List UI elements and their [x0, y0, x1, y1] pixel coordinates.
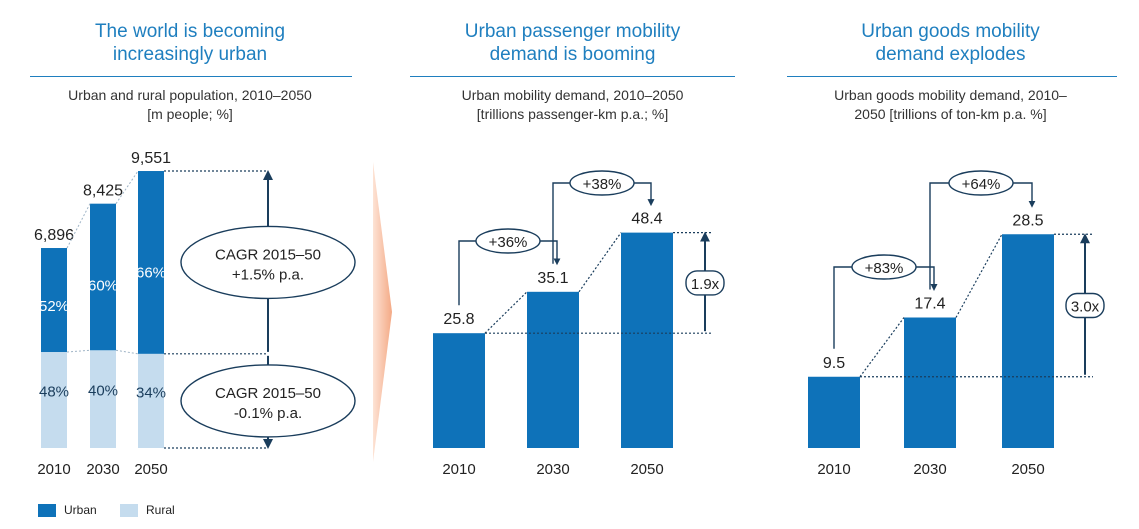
goods-growth-label-1: +64% [962, 176, 1001, 193]
x-tick-2030: 2030 [86, 461, 119, 478]
urban-share-label-2010: 52% [39, 298, 69, 315]
cagr-urban-bubble [180, 225, 356, 300]
panel1-subtitle-line1: Urban and rural population, 2010–2050 [68, 87, 312, 103]
panel2-title-line1: Urban passenger mobility [464, 21, 681, 42]
cagr-urban-label-line1: CAGR 2015–50 [215, 246, 321, 263]
transition-arrow [373, 162, 392, 462]
total-label-2010: 6,896 [34, 227, 74, 244]
urban-share-label-2050: 66% [136, 265, 166, 282]
passenger-multiple-bubble [685, 270, 725, 296]
bar-urban-2010 [41, 248, 67, 353]
bar-rural-2010 [41, 352, 67, 448]
cagr-rural-bubble [180, 364, 356, 438]
cagr-rural-label-line2: -0.1% p.a. [234, 405, 302, 422]
panel2-title: Urban passenger mobility demand is boomi… [400, 20, 745, 66]
passenger-growth-bubble-0 [475, 228, 541, 254]
passenger-growth-label-0: +36% [489, 234, 528, 251]
panel3-title-line2: demand explodes [875, 44, 1026, 65]
panel2-subtitle-line1: Urban mobility demand, 2010–2050 [461, 87, 684, 103]
legend-rural-swatch [120, 503, 138, 517]
panel1-divider [30, 76, 352, 77]
passenger-value-label-2030: 35.1 [537, 270, 568, 287]
panel1-title: The world is becoming increasingly urban [20, 20, 360, 66]
legend-urban: Urban [38, 503, 97, 517]
panel3-title: Urban goods mobility demand explodes [778, 20, 1123, 66]
rural-share-label-2030: 40% [88, 382, 118, 399]
passenger-value-label-2010: 25.8 [443, 311, 474, 328]
passenger-bar-2030 [527, 291, 579, 448]
passenger-x-tick-2030: 2030 [536, 461, 569, 478]
goods-multiple-label: 3.0x [1071, 299, 1100, 316]
passenger-growth-label-1: +38% [583, 176, 622, 193]
urban-share-label-2030: 60% [88, 277, 118, 294]
bar-urban-2030 [90, 203, 116, 351]
goods-value-label-2010: 9.5 [823, 355, 845, 372]
x-tick-2010: 2010 [37, 461, 70, 478]
connector-split-0 [66, 349, 91, 353]
legend-rural-label: Rural [146, 503, 175, 517]
panel2-subtitle-line2: [trillions passenger-km p.a.; %] [476, 106, 669, 122]
x-tick-2050: 2050 [134, 461, 167, 478]
passenger-connector-1 [578, 232, 622, 293]
goods-x-tick-2030: 2030 [913, 461, 946, 478]
cagr-rural-label-line1: CAGR 2015–50 [215, 385, 321, 402]
connector-total-1 [115, 170, 139, 204]
goods-value-label-2030: 17.4 [914, 296, 945, 313]
passenger-connector-0 [484, 291, 528, 334]
panel2-title-line2: demand is booming [489, 44, 656, 65]
panel1-subtitle-line2: [m people; %] [147, 106, 233, 122]
panel1-title-line1: The world is becoming [94, 21, 286, 42]
goods-connector-0 [859, 317, 905, 378]
rural-share-label-2050: 34% [136, 384, 166, 401]
panel3-subtitle-line1: Urban goods mobility demand, 2010– [834, 87, 1067, 103]
goods-bar-2050 [1002, 234, 1054, 448]
panel3-subtitle-line2: 2050 [trillions of ton-km p.a. %] [854, 106, 1047, 122]
panel2-subtitle: Urban mobility demand, 2010–2050 [trilli… [400, 86, 745, 124]
goods-x-tick-2010: 2010 [817, 461, 850, 478]
passenger-x-tick-2050: 2050 [630, 461, 663, 478]
legend-urban-label: Urban [64, 503, 97, 517]
goods-growth-bubble-1 [948, 170, 1014, 196]
passenger-value-label-2050: 48.4 [631, 211, 662, 228]
rural-share-label-2010: 48% [39, 383, 69, 400]
passenger-x-tick-2010: 2010 [442, 461, 475, 478]
bar-urban-2050 [138, 171, 164, 354]
legend-rural: Rural [120, 503, 175, 517]
goods-value-label-2050: 28.5 [1012, 212, 1043, 229]
panel2-divider [410, 76, 735, 77]
passenger-multiple-label: 1.9x [691, 276, 720, 293]
goods-connector-1 [955, 233, 1003, 318]
goods-multiple-bubble [1065, 292, 1105, 319]
goods-bar-2010 [808, 376, 860, 448]
goods-growth-bubble-0 [851, 254, 917, 280]
total-label-2030: 8,425 [83, 183, 123, 200]
passenger-growth-bubble-1 [569, 170, 635, 196]
panel3-title-line1: Urban goods mobility [861, 21, 1040, 42]
connector-total-0 [66, 203, 91, 249]
legend-urban-swatch [38, 503, 56, 517]
passenger-bar-2050 [621, 232, 673, 448]
panel3-subtitle: Urban goods mobility demand, 2010– 2050 … [778, 86, 1123, 124]
bar-rural-2030 [90, 350, 116, 448]
goods-growth-label-0: +83% [865, 260, 904, 277]
cagr-urban-label-line2: +1.5% p.a. [232, 266, 304, 283]
total-label-2050: 9,551 [131, 150, 171, 167]
panel1-subtitle: Urban and rural population, 2010–2050 [m… [20, 86, 360, 124]
connector-split-1 [115, 349, 139, 355]
bar-rural-2050 [138, 353, 164, 448]
goods-bar-2030 [904, 317, 956, 448]
panel1-title-line2: increasingly urban [112, 44, 268, 65]
passenger-bar-2010 [433, 333, 485, 448]
goods-x-tick-2050: 2050 [1011, 461, 1044, 478]
panel3-divider [787, 76, 1117, 77]
